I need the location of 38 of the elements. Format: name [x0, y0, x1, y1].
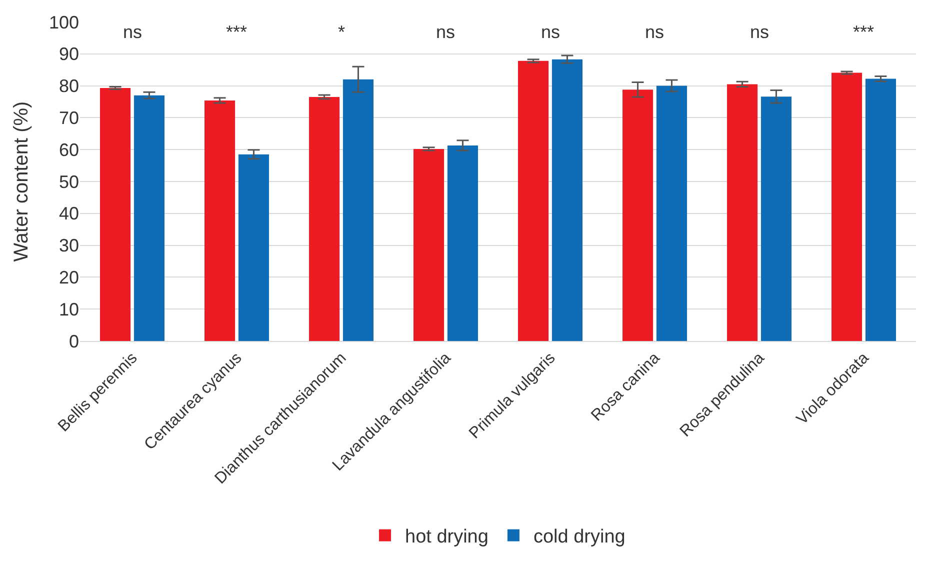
- bar: [447, 145, 478, 341]
- bar: [238, 154, 270, 341]
- bar: [865, 78, 896, 341]
- bar: [760, 96, 792, 341]
- bar: [100, 88, 131, 341]
- bar: [656, 86, 688, 341]
- annotation: ***: [226, 22, 248, 42]
- bar: [726, 84, 758, 341]
- y-tick-label: 70: [58, 108, 79, 128]
- bar: [831, 72, 862, 341]
- bar: [204, 100, 236, 341]
- y-axis-title: Water content (%): [10, 101, 32, 262]
- y-tick-label: 40: [58, 204, 79, 224]
- y-tick-label: 60: [58, 140, 79, 160]
- bar: [134, 95, 165, 341]
- annotation: *: [338, 22, 346, 42]
- legend-label: cold drying: [533, 526, 626, 548]
- annotation: ns: [436, 22, 456, 42]
- y-tick-label: 10: [58, 299, 79, 320]
- annotation: ns: [541, 22, 560, 42]
- bar: [518, 60, 549, 341]
- annotation: ns: [750, 22, 770, 42]
- bar: [622, 90, 654, 341]
- y-tick-label: 90: [58, 44, 79, 64]
- bar: [413, 148, 444, 341]
- y-tick-label: 30: [58, 236, 79, 256]
- y-tick-label: 100: [48, 12, 79, 32]
- bar: [308, 96, 340, 341]
- y-tick-label: 20: [58, 268, 79, 288]
- bar: [552, 59, 583, 341]
- y-tick-label: 0: [68, 331, 79, 352]
- legend-label: hot drying: [405, 526, 488, 548]
- annotation: ns: [645, 22, 664, 42]
- y-tick-label: 50: [58, 172, 79, 192]
- annotation: ***: [853, 22, 874, 42]
- y-tick-label: 80: [58, 76, 79, 96]
- annotation: ns: [123, 22, 142, 42]
- bar: [342, 79, 374, 341]
